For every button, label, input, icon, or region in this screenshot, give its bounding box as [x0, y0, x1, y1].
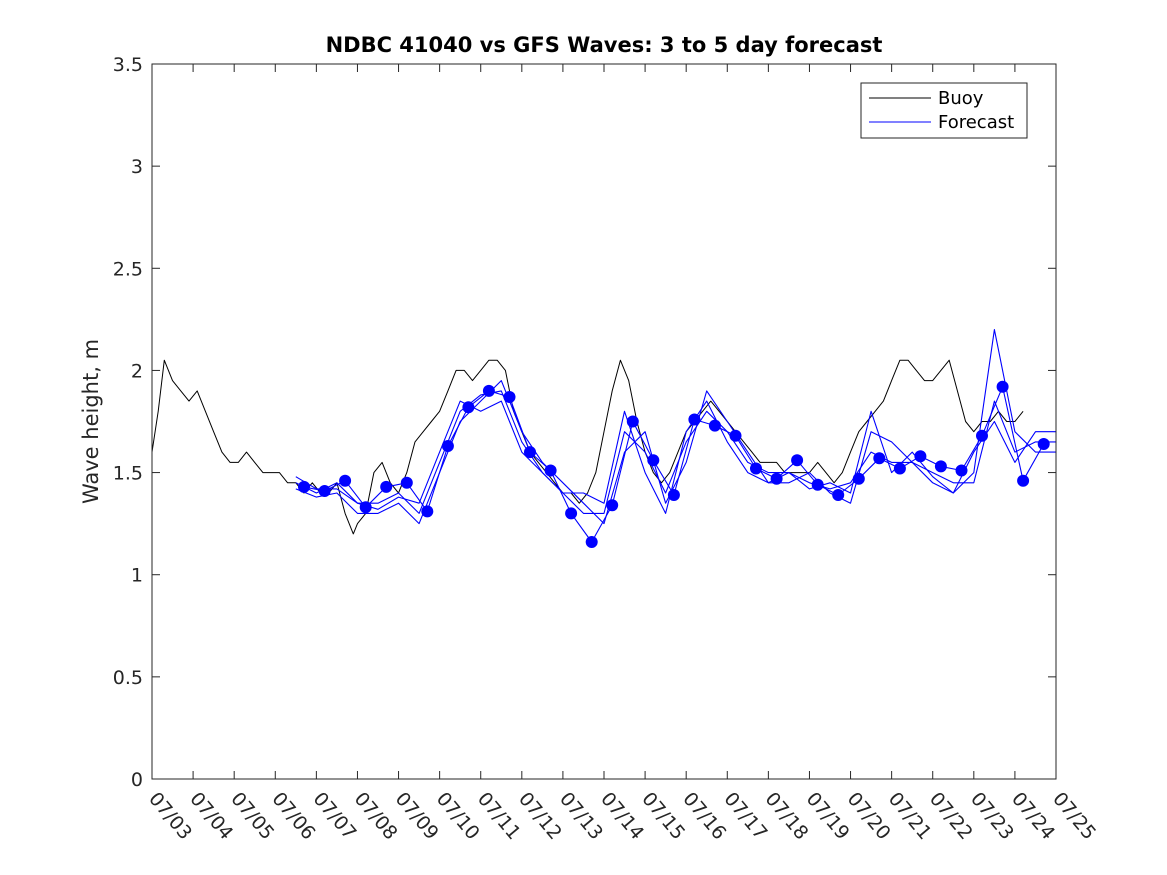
- series-line-buoy: [151, 359, 1024, 535]
- forecast-point: [298, 480, 310, 493]
- y-tick-label: 3.5: [113, 54, 143, 76]
- forecast-point: [955, 464, 968, 477]
- forecast-point: [441, 440, 454, 452]
- forecast-point: [667, 489, 680, 501]
- forecast-point: [606, 499, 619, 512]
- forecast-point: [565, 507, 578, 520]
- forecast-point: [318, 485, 331, 497]
- forecast-point: [914, 450, 927, 463]
- forecast-point: [832, 489, 845, 501]
- forecast-point: [750, 462, 762, 475]
- legend-label-buoy: Buoy: [938, 88, 984, 109]
- y-tick-label: 0: [131, 769, 143, 791]
- y-tick-label: 3: [131, 156, 143, 178]
- y-tick-label: 2: [131, 360, 143, 382]
- forecast-point: [976, 429, 988, 442]
- forecast-point: [811, 478, 824, 491]
- forecast-point: [503, 391, 516, 403]
- forecast-point: [770, 472, 783, 485]
- forecast-point: [791, 454, 804, 467]
- series-line-forecast-2: [295, 329, 1056, 525]
- forecast-point: [996, 380, 1009, 393]
- y-tick-label: 1: [131, 565, 143, 587]
- forecast-point: [688, 413, 701, 426]
- plot-area: [152, 64, 1056, 779]
- chart-title: NDBC 41040 vs GFS Waves: 3 to 5 day fore…: [326, 33, 883, 57]
- forecast-point: [482, 384, 495, 397]
- legend-label-forecast: Forecast: [938, 112, 1014, 133]
- forecast-points-layer: [298, 380, 1050, 548]
- forecast-point: [339, 474, 352, 487]
- forecast-point: [544, 464, 557, 477]
- y-tick-label: 2.5: [113, 258, 143, 280]
- forecast-point: [421, 505, 434, 518]
- forecast-point: [934, 460, 947, 473]
- forecast-point: [729, 429, 742, 442]
- y-tick-label: 0.5: [113, 667, 143, 689]
- forecast-point: [380, 480, 393, 493]
- forecast-point: [647, 454, 660, 467]
- forecast-point: [585, 536, 598, 548]
- forecast-point: [524, 446, 536, 459]
- forecast-point: [626, 415, 639, 428]
- forecast-point: [1017, 474, 1030, 487]
- forecast-point: [873, 452, 886, 465]
- forecast-point: [708, 419, 721, 432]
- legend: Buoy Forecast: [860, 82, 1028, 139]
- forecast-point: [359, 501, 372, 514]
- forecast-point: [893, 462, 906, 475]
- forecast-point: [462, 401, 475, 414]
- forecast-point: [400, 476, 413, 489]
- y-tick-label: 1.5: [113, 463, 143, 485]
- forecast-point: [852, 472, 865, 485]
- forecast-point: [1037, 438, 1050, 450]
- legend-box: [860, 82, 1028, 139]
- y-axis-label: Wave height, m: [79, 339, 103, 504]
- series-line-forecast-3: [295, 400, 1056, 514]
- series-layer: [151, 329, 1056, 543]
